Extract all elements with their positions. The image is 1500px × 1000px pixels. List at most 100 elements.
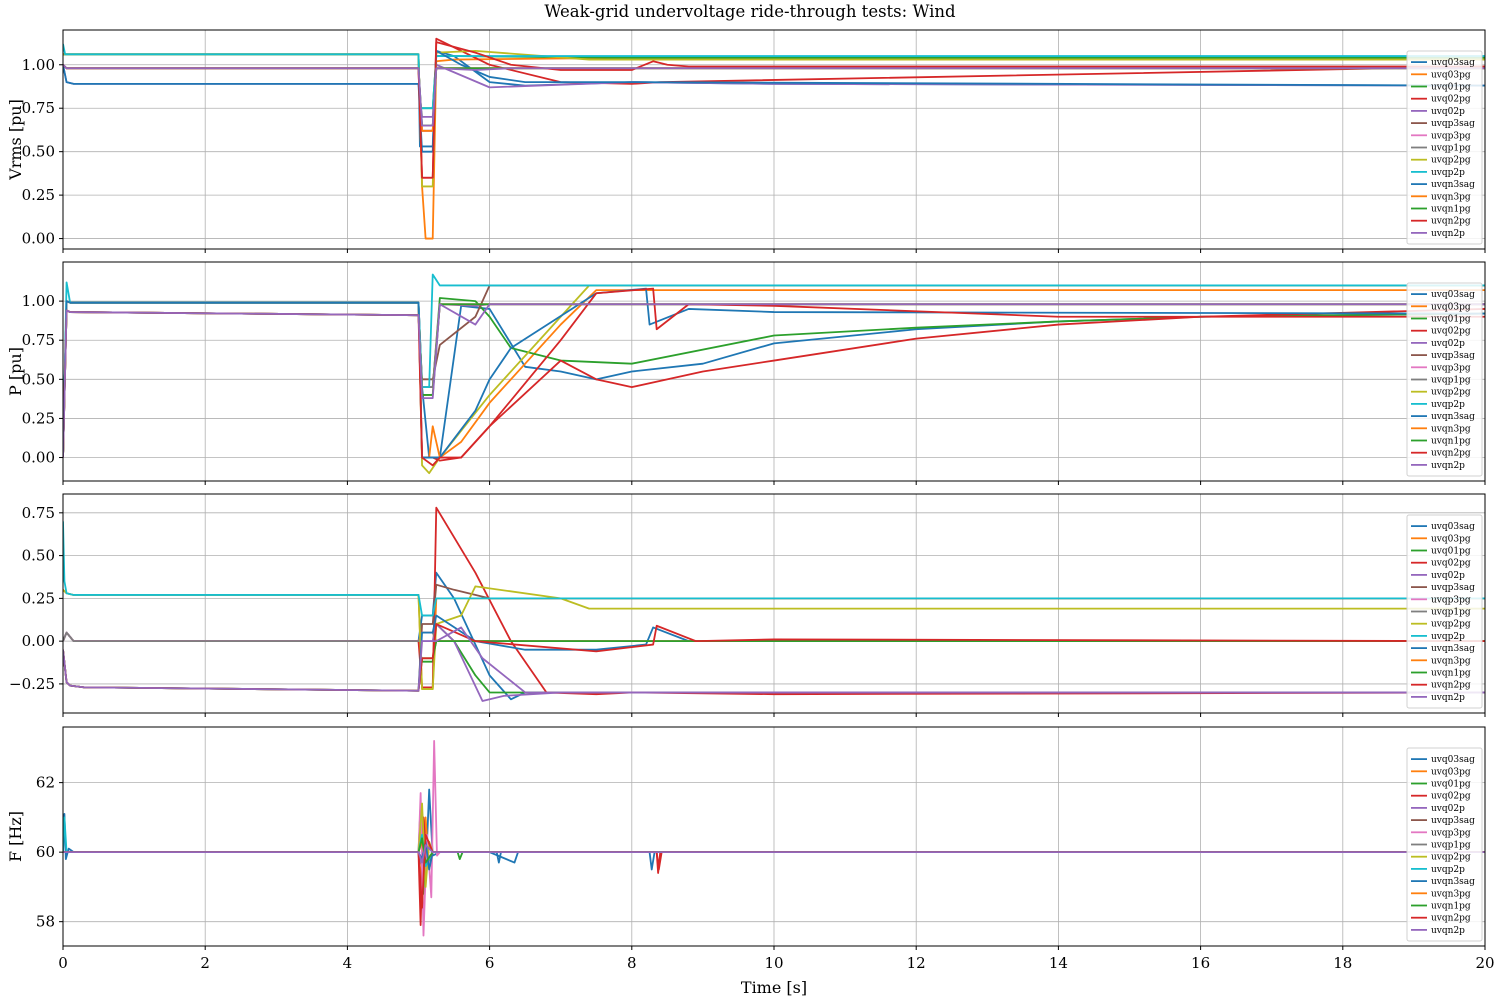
y-tick-label: 0.00: [22, 230, 55, 248]
y-tick-label: 60: [36, 843, 55, 861]
x-tick-label: 8: [627, 954, 637, 972]
legend-label: uvqp1pg: [1431, 144, 1471, 154]
x-axis-label: Time [s]: [741, 978, 807, 997]
grid: [62, 262, 1486, 481]
ticks: −0.25 0.00 0.25 0.50 0.75: [9, 504, 1486, 717]
ticks: 0.00 0.25 0.50 0.75 1.00: [22, 292, 1486, 485]
grid: [62, 727, 1486, 946]
legend-label: uvqn3pg: [1431, 424, 1471, 434]
legend-label: uvqp2pg: [1431, 388, 1471, 398]
legend-label: uvqp3sag: [1431, 119, 1475, 129]
legend-label: uvqn3sag: [1431, 180, 1475, 190]
legend-label: uvqp1pg: [1431, 608, 1471, 618]
series-line-uvqn3sag: [63, 287, 1485, 459]
legend-label: uvqn1pg: [1431, 669, 1471, 679]
y-tick-label: 0.75: [22, 331, 55, 349]
legend-label: uvqp3sag: [1431, 583, 1475, 593]
legend-label: uvqp2p: [1431, 632, 1465, 642]
series-line-uvq03sag: [63, 788, 1485, 878]
legend-label: uvqn1pg: [1431, 205, 1471, 215]
subplot-2: 0.00 0.25 0.50 0.75 1.00 P [pu] uvq03sag uvq03p…: [6, 261, 1486, 485]
legend-label: uvq03pg: [1431, 767, 1471, 777]
legend-label: uvqn3sag: [1431, 644, 1475, 654]
legend-label: uvqn3pg: [1431, 656, 1471, 666]
legend: uvq03sag uvq03pg uvq01pg uvq02pg uvq02p uvqp3…: [1406, 50, 1483, 245]
legend-label: uvq01pg: [1431, 83, 1471, 93]
y-axis-label: P [pu]: [6, 347, 25, 396]
y-tick-label: 0.25: [22, 589, 55, 607]
legend-label: uvqn2pg: [1431, 914, 1471, 924]
x-tick-label: 10: [764, 954, 783, 972]
x-tick-label: 14: [1049, 954, 1068, 972]
legend-label: uvqp3pg: [1431, 828, 1471, 838]
y-tick-label: 62: [36, 774, 55, 792]
legend-label: uvq02p: [1431, 804, 1465, 814]
legend-label: uvqp3sag: [1431, 816, 1475, 826]
legend-label: uvq01pg: [1431, 547, 1471, 557]
y-tick-label: 0.50: [22, 143, 55, 161]
y-tick-label: 1.00: [22, 56, 55, 74]
legend-label: uvqn3sag: [1431, 877, 1475, 887]
legend-label: uvq02p: [1431, 107, 1465, 117]
y-tick-label: 0.50: [22, 370, 55, 388]
y-tick-label: 0.75: [22, 504, 55, 522]
legend-label: uvq02p: [1431, 571, 1465, 581]
legend-label: uvq03sag: [1431, 58, 1475, 68]
subplot-3: −0.25 0.00 0.25 0.50 0.75 uvq03sag uvq03pg uvq0…: [9, 493, 1486, 717]
legend-label: uvq01pg: [1431, 780, 1471, 790]
legend-label: uvqp2pg: [1431, 620, 1471, 630]
legend-label: uvqn1pg: [1431, 902, 1471, 912]
legend-label: uvqn2p: [1431, 693, 1465, 703]
y-axis-label: Vrms [pu]: [6, 99, 25, 181]
legend-label: uvq03pg: [1431, 534, 1471, 544]
legend-label: uvqp2p: [1431, 168, 1465, 178]
ticks: 0.00 0.25 0.50 0.75 1.00: [22, 56, 1486, 253]
legend-label: uvqn2pg: [1431, 217, 1471, 227]
legend-label: uvqn1pg: [1431, 437, 1471, 447]
legend-label: uvqn2pg: [1431, 449, 1471, 459]
legend: uvq03sag uvq03pg uvq01pg uvq02pg uvq02p uvqp3…: [1406, 282, 1483, 477]
x-tick-label: 18: [1333, 954, 1352, 972]
series-line-uvqp2p: [63, 273, 1485, 458]
series-line-uvqp2p: [63, 521, 1485, 617]
legend-label: uvq03sag: [1431, 755, 1475, 765]
legend-label: uvq03pg: [1431, 302, 1471, 312]
series-lines: [63, 37, 1485, 240]
legend-label: uvq01pg: [1431, 315, 1471, 325]
y-tick-label: 0.00: [22, 632, 55, 650]
legend-label: uvqn2p: [1431, 229, 1465, 239]
legend-label: uvq02pg: [1431, 95, 1471, 105]
ticks: 0 2 4 6 8 10 12 14 16 18 20 58 60 62: [36, 774, 1495, 972]
series-line-uvqn2p: [63, 64, 1485, 127]
y-tick-label: 0.25: [22, 186, 55, 204]
legend-label: uvqp2p: [1431, 400, 1465, 410]
legend-label: uvqn3pg: [1431, 889, 1471, 899]
legend-label: uvqp3pg: [1431, 595, 1471, 605]
y-tick-label: 0.50: [22, 547, 55, 565]
legend-label: uvqn3sag: [1431, 412, 1475, 422]
series-lines: [63, 740, 1485, 937]
y-tick-label: 0.25: [22, 409, 55, 427]
y-tick-label: 1.00: [22, 292, 55, 310]
figure-title: Weak-grid undervoltage ride-through test…: [544, 2, 956, 21]
grid: [62, 30, 1486, 249]
x-tick-label: 4: [343, 954, 353, 972]
x-tick-label: 6: [485, 954, 495, 972]
legend-label: uvqp2p: [1431, 865, 1465, 875]
legend-label: uvqp2pg: [1431, 156, 1471, 166]
series-lines: [63, 273, 1485, 475]
legend: uvq03sag uvq03pg uvq01pg uvq02pg uvq02p uvqp3…: [1406, 747, 1483, 942]
legend-label: uvq03sag: [1431, 522, 1475, 532]
legend: uvq03sag uvq03pg uvq01pg uvq02pg uvq02p uvqp3…: [1406, 514, 1483, 709]
legend-label: uvq02p: [1431, 339, 1465, 349]
y-tick-label: −0.25: [9, 675, 55, 693]
legend-label: uvqp3pg: [1431, 363, 1471, 373]
series-line-uvqn2p: [63, 844, 1485, 864]
legend-label: uvqn2p: [1431, 461, 1465, 471]
series-line-uvqn2p: [63, 626, 1485, 694]
legend-label: uvqp1pg: [1431, 376, 1471, 386]
legend-label: uvqn2pg: [1431, 681, 1471, 691]
x-tick-label: 0: [58, 954, 68, 972]
